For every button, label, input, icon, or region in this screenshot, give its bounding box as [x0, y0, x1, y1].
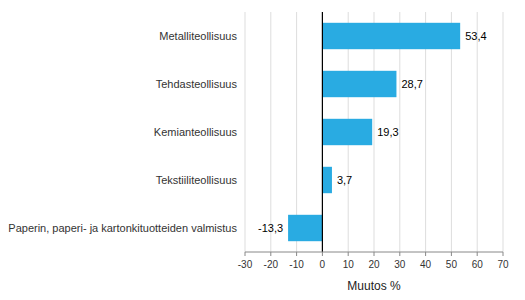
- y-axis-labels: Paperin, paperi- ja kartonkituotteiden v…: [8, 30, 237, 234]
- x-tick-label: 60: [472, 259, 484, 270]
- x-tick-label: -30: [238, 259, 253, 270]
- x-tick: [322, 252, 323, 256]
- x-tick: [451, 252, 452, 256]
- x-tick: [477, 252, 478, 256]
- x-axis: -30 -20 -10 0 10 20 30 40 50 60 70: [238, 252, 509, 270]
- x-tick: [270, 252, 271, 256]
- data-label: 53,4: [465, 30, 486, 42]
- data-labels: -13,3 3,7 19,3 28,7 53,4: [258, 30, 487, 234]
- data-label: -13,3: [258, 222, 283, 234]
- x-tick: [374, 252, 375, 256]
- x-tick: [399, 252, 400, 256]
- bars: [288, 23, 460, 241]
- x-tick: [425, 252, 426, 256]
- bar: [288, 215, 322, 241]
- bar: [322, 23, 460, 49]
- grid-line: [503, 12, 504, 252]
- bar: [322, 167, 332, 193]
- bar: [322, 71, 396, 97]
- x-tick: [348, 252, 349, 256]
- category-label: Paperin, paperi- ja kartonkituotteiden v…: [8, 222, 237, 234]
- grid-line: [477, 12, 478, 252]
- category-label: Tekstiiliteollisuus: [156, 174, 238, 186]
- x-tick-label: 20: [368, 259, 380, 270]
- x-tick-label: -10: [289, 259, 304, 270]
- x-tick-label: 10: [343, 259, 355, 270]
- data-label: 28,7: [401, 78, 422, 90]
- x-tick-label: 30: [394, 259, 406, 270]
- x-tick-label: 50: [446, 259, 458, 270]
- category-label: Tehdasteollisuus: [156, 78, 238, 90]
- grid-line: [270, 12, 271, 252]
- grid: [245, 12, 503, 252]
- zero-line: [322, 12, 323, 252]
- grid-line: [245, 12, 246, 252]
- category-label: Metalliteollisuus: [159, 30, 237, 42]
- chart-svg: Paperin, paperi- ja kartonkituotteiden v…: [0, 0, 525, 300]
- chart-container: Paperin, paperi- ja kartonkituotteiden v…: [0, 0, 525, 300]
- grid-line: [322, 12, 323, 252]
- x-tick-label: -20: [264, 259, 279, 270]
- data-label: 3,7: [337, 174, 352, 186]
- x-tick-label: 40: [420, 259, 432, 270]
- x-tick: [296, 252, 297, 256]
- x-tick-label: 70: [497, 259, 509, 270]
- x-tick-label: 0: [320, 259, 326, 270]
- x-tick: [245, 252, 246, 256]
- bar: [322, 119, 372, 145]
- data-label: 19,3: [377, 126, 398, 138]
- x-tick: [503, 252, 504, 256]
- category-label: Kemianteollisuus: [154, 126, 238, 138]
- x-axis-title: Muutos %: [347, 279, 401, 293]
